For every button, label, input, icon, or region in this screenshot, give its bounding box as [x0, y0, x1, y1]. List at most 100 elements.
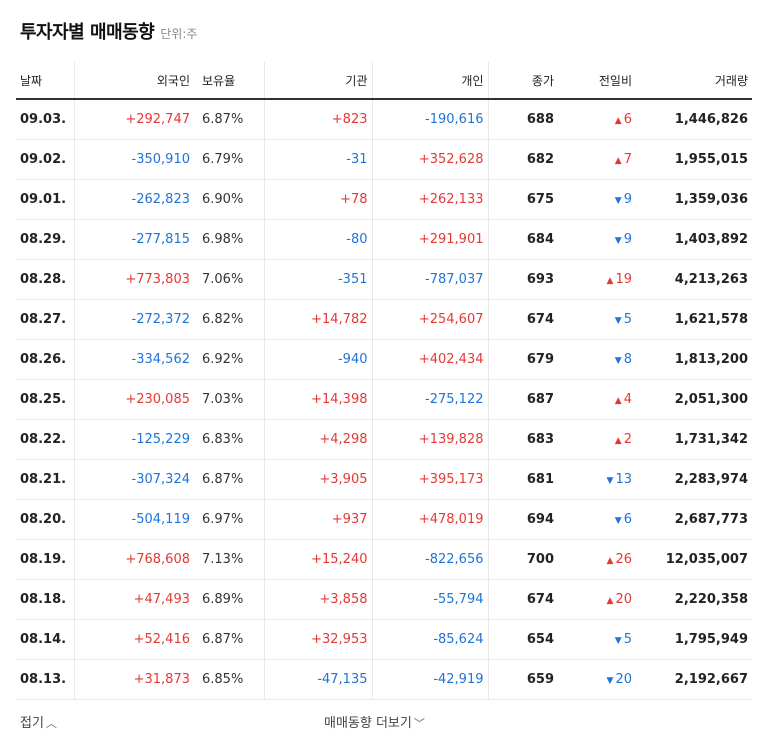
cell-foreign: +230,085: [74, 379, 194, 420]
cell-close: 659: [488, 659, 558, 700]
cell-close: 693: [488, 259, 558, 300]
cell-volume: 1,621,578: [636, 299, 752, 340]
cell-close: 700: [488, 539, 558, 580]
table-row: 08.29. -277,815 6.98% -80 +291,901 684 ▼ 9 1,403…: [16, 219, 752, 260]
cell-close: 694: [488, 499, 558, 540]
cell-holding: 7.06%: [194, 259, 265, 300]
cell-individual: -42,919: [372, 659, 489, 700]
cell-close: 675: [488, 179, 558, 220]
cell-holding: 6.90%: [194, 179, 265, 220]
cell-foreign: -334,562: [74, 339, 194, 380]
collapse-label: 접기: [20, 716, 44, 731]
cell-volume: 1,813,200: [636, 339, 752, 380]
cell-institution: +32,953: [264, 619, 373, 660]
cell-individual: +395,173: [372, 459, 489, 500]
cell-institution: -80: [264, 219, 373, 260]
cell-foreign: -262,823: [74, 179, 194, 220]
cell-foreign: -125,229: [74, 419, 194, 460]
cell-date: 08.14.: [16, 619, 75, 660]
change-value: 13: [615, 472, 632, 487]
cell-volume: 2,220,358: [636, 579, 752, 620]
cell-change: ▼ 6: [558, 499, 636, 540]
cell-holding: 6.79%: [194, 139, 265, 180]
collapse-button[interactable]: 접기 ︿: [20, 712, 57, 731]
cell-foreign: -272,372: [74, 299, 194, 340]
cell-close: 684: [488, 219, 558, 260]
more-trading-button[interactable]: 매매동향 더보기 ﹀: [324, 712, 425, 731]
cell-foreign: -350,910: [74, 139, 194, 180]
cell-individual: +254,607: [372, 299, 489, 340]
cell-holding: 6.85%: [194, 659, 265, 700]
cell-volume: 1,359,036: [636, 179, 752, 220]
cell-foreign: -277,815: [74, 219, 194, 260]
cell-individual: -787,037: [372, 259, 489, 300]
section-title: 투자자별 매매동향: [20, 22, 155, 43]
col-header-institution: 기관: [264, 62, 373, 100]
cell-institution: +78: [264, 179, 373, 220]
change-value: 5: [623, 632, 632, 647]
cell-volume: 2,192,667: [636, 659, 752, 700]
cell-volume: 2,283,974: [636, 459, 752, 500]
more-trading-label: 매매동향 더보기: [324, 716, 412, 731]
cell-holding: 6.87%: [194, 99, 265, 140]
cell-institution: +15,240: [264, 539, 373, 580]
cell-date: 08.27.: [16, 299, 75, 340]
cell-date: 08.25.: [16, 379, 75, 420]
table-row: 09.02. -350,910 6.79% -31 +352,628 682 ▲ 7 1,955…: [16, 139, 752, 180]
down-triangle-icon: ▼: [614, 196, 622, 206]
table-row: 08.13. +31,873 6.85% -47,135 -42,919 659 ▼ 20 2,…: [16, 659, 752, 700]
table-row: 09.03. +292,747 6.87% +823 -190,616 688 ▲ 6 1,44…: [16, 99, 752, 140]
cell-date: 08.20.: [16, 499, 75, 540]
cell-institution: +14,398: [264, 379, 373, 420]
table-header-row: 날짜 외국인 보유율 기관 개인 종가 전일비 거래량: [16, 62, 752, 100]
investor-trading-table: 날짜 외국인 보유율 기관 개인 종가 전일비 거래량 09.03. +292,7…: [16, 62, 752, 700]
up-triangle-icon: ▲: [614, 436, 622, 446]
cell-change: ▲ 26: [558, 539, 636, 580]
cell-individual: +262,133: [372, 179, 489, 220]
down-triangle-icon: ▼: [614, 356, 622, 366]
col-header-holding: 보유율: [194, 62, 265, 100]
down-triangle-icon: ▼: [606, 476, 614, 486]
table-row: 08.26. -334,562 6.92% -940 +402,434 679 ▼ 8 1,81…: [16, 339, 752, 380]
cell-volume: 2,687,773: [636, 499, 752, 540]
cell-change: ▲ 7: [558, 139, 636, 180]
cell-close: 682: [488, 139, 558, 180]
cell-holding: 6.92%: [194, 339, 265, 380]
cell-holding: 6.98%: [194, 219, 265, 260]
cell-date: 09.03.: [16, 99, 75, 140]
cell-foreign: +52,416: [74, 619, 194, 660]
change-value: 4: [623, 392, 632, 407]
chevron-down-icon: ﹀: [413, 717, 425, 730]
table-row: 09.01. -262,823 6.90% +78 +262,133 675 ▼ 9 1,359…: [16, 179, 752, 220]
table-row: 08.21. -307,324 6.87% +3,905 +395,173 681 ▼ 13 2…: [16, 459, 752, 500]
cell-change: ▼ 5: [558, 299, 636, 340]
cell-close: 674: [488, 299, 558, 340]
table-row: 08.20. -504,119 6.97% +937 +478,019 694 ▼ 6 2,68…: [16, 499, 752, 540]
cell-institution: -31: [264, 139, 373, 180]
cell-volume: 12,035,007: [636, 539, 752, 580]
up-triangle-icon: ▲: [614, 156, 622, 166]
cell-foreign: +768,608: [74, 539, 194, 580]
cell-institution: +3,858: [264, 579, 373, 620]
down-triangle-icon: ▼: [606, 676, 614, 686]
cell-close: 679: [488, 339, 558, 380]
cell-volume: 1,403,892: [636, 219, 752, 260]
col-header-date: 날짜: [16, 62, 75, 100]
up-triangle-icon: ▲: [606, 276, 614, 286]
change-value: 9: [623, 232, 632, 247]
table-row: 08.18. +47,493 6.89% +3,858 -55,794 674 ▲ 20 2,2…: [16, 579, 752, 620]
cell-holding: 6.87%: [194, 619, 265, 660]
change-value: 6: [623, 512, 632, 527]
cell-institution: -351: [264, 259, 373, 300]
cell-volume: 2,051,300: [636, 379, 752, 420]
cell-foreign: +773,803: [74, 259, 194, 300]
cell-change: ▼ 5: [558, 619, 636, 660]
cell-individual: -275,122: [372, 379, 489, 420]
cell-volume: 1,446,826: [636, 99, 752, 140]
cell-institution: +14,782: [264, 299, 373, 340]
cell-volume: 1,731,342: [636, 419, 752, 460]
col-header-change: 전일비: [558, 62, 636, 100]
cell-volume: 1,795,949: [636, 619, 752, 660]
cell-change: ▲ 20: [558, 579, 636, 620]
cell-individual: -190,616: [372, 99, 489, 140]
